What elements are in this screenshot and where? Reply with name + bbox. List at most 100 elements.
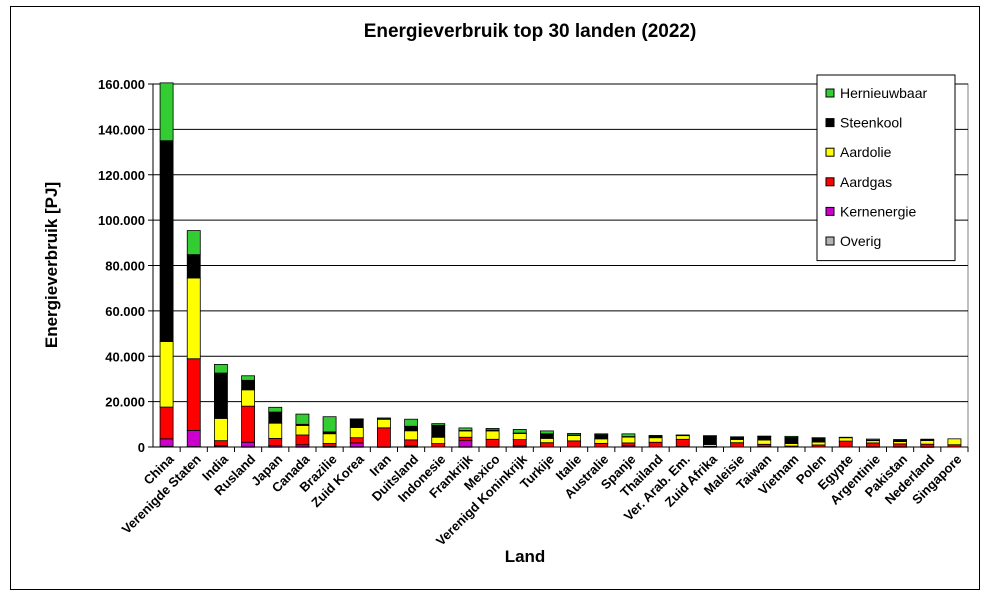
bar-segment [159,82,174,142]
bar-segment [404,418,419,427]
legend-label: Overig [840,233,881,249]
bar-segment [376,417,391,420]
bar-segment [404,425,419,432]
bar-segment [920,443,935,448]
bar-segment [757,435,772,438]
bar-segment [947,438,962,446]
bar-segment [567,440,582,448]
bar-segment [485,438,500,448]
bar-segment [485,430,500,440]
bar-segment [213,418,228,442]
bar-segment [893,439,908,441]
bar-segment [865,442,880,448]
legend-swatch [825,147,835,157]
bar-segment [675,434,690,436]
bar-segment [621,433,636,437]
legend: Hernieuwbaar Steenkool Aardolie Aardgas Kern… [816,74,956,262]
bar-segment [539,433,554,439]
bar-segment [567,435,582,442]
bar-segment [757,439,772,445]
bar-segment [702,435,717,445]
bar-segment [241,405,256,443]
bar-segment [186,358,201,431]
bar-segment [268,422,283,439]
bar-segment [621,442,636,447]
legend-label: Kernenergie [840,203,916,219]
bar-segment [594,438,609,444]
bar-segment [431,436,446,444]
bar-segment [675,438,690,447]
bar-segment [485,427,500,431]
bar-segment [159,341,174,408]
bar-segment [213,372,228,419]
bar-segment [512,439,527,447]
bar-segment [241,389,256,407]
bar-segment [594,433,609,436]
bar-segment [349,442,364,448]
legend-box [816,74,956,262]
bar-segment [349,427,364,439]
bar-segment [404,439,419,447]
bar-segment [648,435,663,437]
bar-segment [159,406,174,440]
bar-segment [431,424,446,438]
x-axis-title: Land [505,547,546,566]
y-tick-label: 80.000 [105,259,145,274]
legend-label: Hernieuwbaar [840,85,927,101]
bar-segment [186,430,201,447]
bar-segment [159,438,174,447]
bar-segment [920,438,935,441]
chart-frame: Energieverbruik top 30 landen (2022) 0 20… [10,6,980,590]
bar-segment [241,441,256,448]
bar-segment [322,443,337,447]
legend-swatch [825,88,835,98]
bar-segment [458,436,473,442]
bar-segment [838,440,853,448]
bar-segment [186,254,201,279]
bar-segment [349,418,364,428]
bar-segment [865,438,880,441]
bar-segment [458,430,473,438]
bar-segment [539,430,554,435]
bar-segment [567,432,582,436]
bar-segment [784,435,799,438]
bar-segment [648,437,663,443]
bar-segment [838,437,853,442]
legend-label: Aardolie [840,144,892,160]
bar-segment [322,416,337,433]
y-axis-title: Energieverbruik [PJ] [42,182,61,348]
bar-segment [186,230,201,256]
y-tick-label: 100.000 [98,213,145,228]
bar-segment [838,436,853,439]
legend-swatch [825,236,835,246]
y-tick-label: 60.000 [105,304,145,319]
bar-segment [241,379,256,391]
bar-segment [458,440,473,448]
bar-segment [512,429,527,434]
bar-segment [784,437,799,444]
bar-segment [349,437,364,444]
y-tick-label: 40.000 [105,349,145,364]
bar-segment [702,435,717,437]
bar-segment [213,440,228,447]
bar-segment [376,427,391,448]
bar-segment [295,425,310,436]
bar-segment [893,443,908,448]
bar-segment [539,442,554,448]
bar-segment [295,413,310,425]
bar-segment [648,441,663,448]
bar-segment [811,437,826,439]
bar-segment [594,442,609,448]
bar-segment [539,437,554,444]
y-tick-label: 140.000 [98,122,145,137]
bar-segment [404,430,419,441]
y-tick-label: 120.000 [98,168,145,183]
legend-swatch [825,177,835,187]
bar-segment [594,434,609,440]
legend-label: Steenkool [840,115,902,131]
bar-segment [730,439,745,444]
bar-segment [159,140,174,342]
chart-title: Energieverbruik top 30 landen (2022) [364,21,697,42]
bar-segment [349,418,364,420]
